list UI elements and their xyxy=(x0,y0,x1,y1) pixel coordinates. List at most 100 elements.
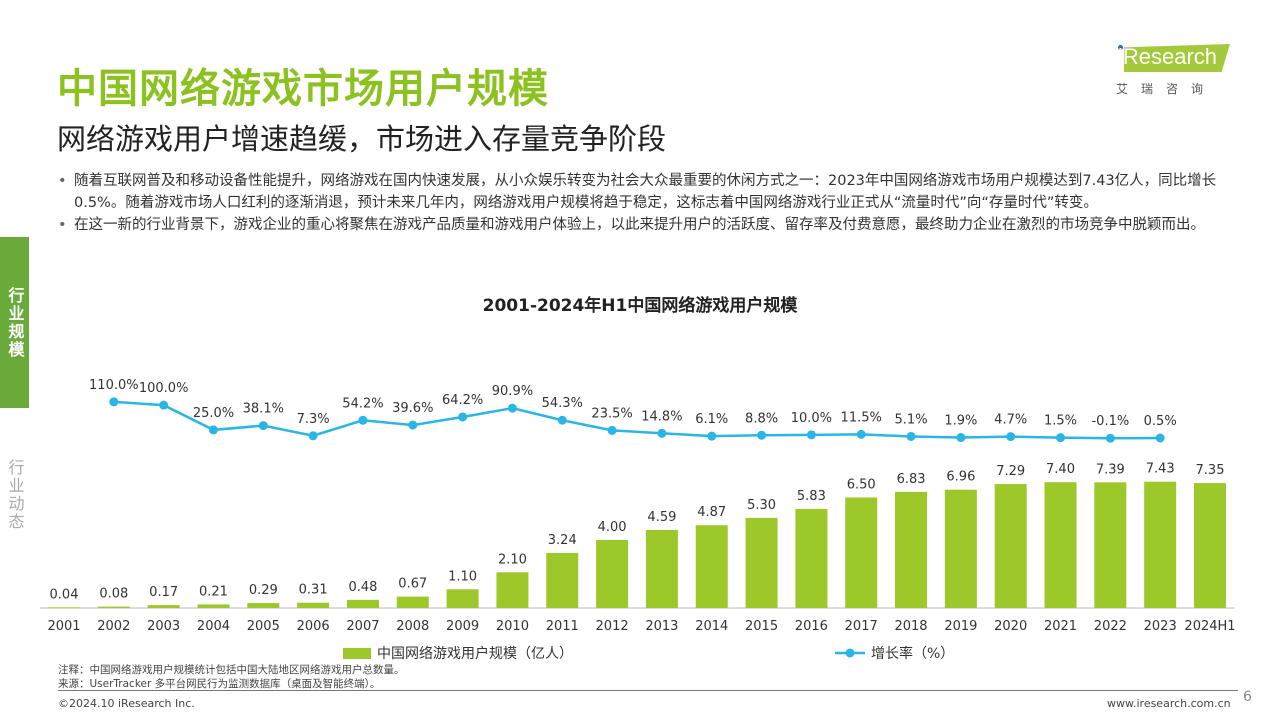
bar-data-label: 7.39 xyxy=(1096,462,1125,477)
growth-data-label: 100.0% xyxy=(139,381,189,396)
bullet-list: 随着互联网普及和移动设备性能提升，网络游戏在国内快速发展，从小众娱乐转变为社会大… xyxy=(58,170,1228,236)
growth-point xyxy=(358,415,368,425)
bar xyxy=(1094,482,1127,608)
growth-point xyxy=(208,425,218,435)
x-tick-label: 2019 xyxy=(944,619,977,634)
bar-data-label: 0.31 xyxy=(299,583,328,598)
bar xyxy=(1044,482,1077,608)
growth-point xyxy=(308,431,318,441)
bar-data-label: 4.00 xyxy=(598,520,627,535)
x-tick-label: 2020 xyxy=(994,619,1027,634)
sidebar-tab-industry-news[interactable]: 行业动态 xyxy=(5,459,25,531)
bar-data-label: 0.17 xyxy=(149,585,178,600)
bar xyxy=(795,508,828,608)
growth-data-label: 23.5% xyxy=(591,406,632,421)
growth-data-label: 54.3% xyxy=(542,396,583,411)
bar xyxy=(147,605,180,608)
website-link[interactable]: www.iresearch.com.cn xyxy=(1107,697,1231,710)
footer-divider xyxy=(58,690,1238,691)
bar-data-label: 4.59 xyxy=(647,510,676,525)
growth-data-label: 0.5% xyxy=(1144,414,1177,429)
x-tick-label: 2013 xyxy=(645,619,678,634)
page-title: 中国网络游戏市场用户规模 xyxy=(57,66,549,112)
bar xyxy=(845,497,878,608)
bar xyxy=(895,491,928,608)
bullet-item: 随着互联网普及和移动设备性能提升，网络游戏在国内快速发展，从小众娱乐转变为社会大… xyxy=(58,170,1228,214)
bar xyxy=(48,607,80,609)
growth-data-label: 64.2% xyxy=(442,393,483,408)
growth-data-label: 1.9% xyxy=(944,414,977,429)
growth-data-label: 6.1% xyxy=(695,412,728,427)
growth-data-label: 90.9% xyxy=(492,384,533,399)
bar-data-label: 7.29 xyxy=(996,464,1025,479)
chart-title: 2001-2024年H1中国网络游戏用户规模 xyxy=(482,296,798,316)
bar xyxy=(994,484,1027,608)
x-tick-label: 2007 xyxy=(346,619,379,634)
bar-data-label: 7.40 xyxy=(1046,462,1075,477)
bar xyxy=(396,596,429,608)
growth-data-label: 1.5% xyxy=(1044,414,1077,429)
growth-point xyxy=(757,430,767,440)
growth-data-label: 4.7% xyxy=(994,413,1027,428)
x-tick-label: 2003 xyxy=(147,619,180,634)
x-tick-label: 2002 xyxy=(97,619,130,634)
page-number: 6 xyxy=(1243,689,1252,705)
growth-point xyxy=(1105,433,1115,443)
bar xyxy=(446,589,479,608)
x-tick-label: 2009 xyxy=(446,619,479,634)
iresearch-logo: iResearch 艾瑞咨询 xyxy=(1112,40,1232,100)
bar xyxy=(1194,483,1226,608)
growth-data-label: 110.0% xyxy=(89,378,139,393)
growth-data-label: 11.5% xyxy=(841,410,882,425)
x-tick-label: 2012 xyxy=(596,619,629,634)
bar-data-label: 0.21 xyxy=(199,584,228,599)
x-tick-label: 2005 xyxy=(247,619,280,634)
x-tick-label: 2021 xyxy=(1044,619,1077,634)
bar xyxy=(297,602,330,608)
sidebar-tab-industry-scale[interactable]: 行业规模 xyxy=(0,237,29,408)
bar-data-label: 0.08 xyxy=(99,587,128,602)
bar xyxy=(645,529,678,608)
x-tick-label: 2014 xyxy=(695,619,728,634)
growth-data-label: 54.2% xyxy=(342,396,383,411)
growth-point xyxy=(1006,432,1016,442)
bar-data-label: 5.30 xyxy=(747,498,776,513)
bar xyxy=(596,540,629,608)
source: 来源：UserTracker 多平台网民行为监测数据库（桌面及智能终端）。 xyxy=(58,678,381,690)
growth-data-label: 7.3% xyxy=(297,412,330,427)
x-tick-label: 2010 xyxy=(496,619,529,634)
bar-data-label: 7.35 xyxy=(1196,463,1225,478)
bar xyxy=(745,517,778,608)
growth-point xyxy=(258,421,268,431)
x-tick-label: 2015 xyxy=(745,619,778,634)
x-tick-label: 2008 xyxy=(396,619,429,634)
x-tick-label: 2016 xyxy=(795,619,828,634)
x-tick-label: 2011 xyxy=(546,619,579,634)
growth-point xyxy=(806,430,816,440)
x-tick-label: 2023 xyxy=(1144,619,1177,634)
bar-data-label: 0.04 xyxy=(50,587,79,602)
growth-point xyxy=(458,412,468,422)
growth-point xyxy=(1155,433,1165,443)
growth-data-label: 25.0% xyxy=(193,406,234,421)
x-tick-label: 2022 xyxy=(1094,619,1127,634)
bar-data-label: 5.83 xyxy=(797,489,826,504)
bar xyxy=(695,525,728,608)
bar-data-label: 0.48 xyxy=(348,580,377,595)
growth-data-label: 38.1% xyxy=(243,402,284,417)
bar xyxy=(1144,481,1177,608)
bar xyxy=(546,552,579,608)
x-tick-label: 2001 xyxy=(47,619,80,634)
copyright: ©2024.10 iResearch Inc. xyxy=(58,697,195,710)
bar-data-label: 6.50 xyxy=(847,478,876,493)
bar xyxy=(197,604,230,608)
legend-line-swatch xyxy=(835,648,865,658)
growth-point xyxy=(906,431,916,441)
bar xyxy=(247,603,280,608)
bar xyxy=(97,606,130,608)
growth-point xyxy=(856,429,866,439)
note: 注释：中国网络游戏用户规模统计包括中国大陆地区网络游戏用户总数量。 xyxy=(58,664,405,676)
growth-point xyxy=(557,415,567,425)
growth-data-label: 10.0% xyxy=(791,411,832,426)
growth-data-label: 14.8% xyxy=(641,409,682,424)
